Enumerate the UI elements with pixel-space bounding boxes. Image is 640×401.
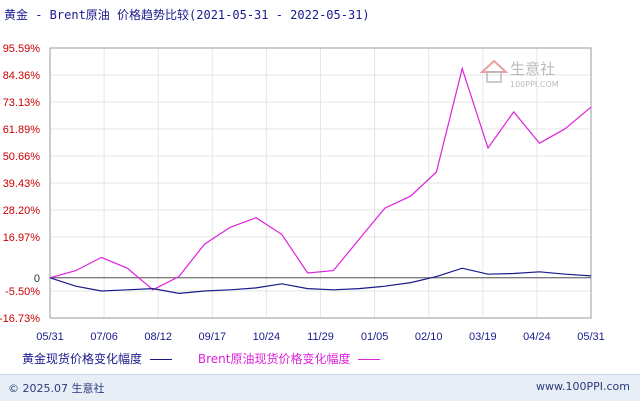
- legend-label-gold: 黄金现货价格变化幅度: [22, 352, 143, 366]
- y-axis-ticks: 95.59% 84.36% 73.13% 61.89% 50.66% 39.43% 28.2…: [0, 43, 40, 325]
- x-tick-label: 11/29: [307, 331, 334, 343]
- series-line-brent: [49, 66, 592, 291]
- y-tick-label: 39.43%: [3, 178, 41, 190]
- y-tick-label: -16.73%: [0, 313, 40, 325]
- house-logo-icon: 生意社 100PPI.COM: [479, 59, 559, 89]
- line-chart: 95.59% 84.36% 73.13% 61.89% 50.66% 39.43% 28.2…: [0, 43, 605, 343]
- x-tick-label: 10/24: [253, 331, 281, 343]
- footer-bar: © 2025.07 生意社 www.100PPI.com: [0, 374, 640, 401]
- y-tick-label: 61.89%: [3, 124, 41, 136]
- legend-swatch-gold: [150, 359, 173, 360]
- y-tick-label: 84.36%: [3, 70, 41, 82]
- watermark-name: 生意社: [510, 60, 555, 78]
- y-tick-label: 0: [34, 273, 40, 285]
- chart-legend: 黄金现货价格变化幅度 Brent原油现货价格变化幅度: [22, 350, 402, 367]
- series-line-gold: [49, 267, 592, 295]
- y-tick-label: 50.66%: [3, 151, 41, 163]
- watermark-url: 100PPI.COM: [510, 80, 559, 89]
- y-tick-label: 95.59%: [3, 43, 41, 55]
- x-tick-label: 04/24: [523, 331, 551, 343]
- y-tick-label: 16.97%: [3, 232, 41, 244]
- legend-swatch-brent: [358, 359, 381, 360]
- x-tick-label: 07/06: [90, 331, 118, 343]
- legend-item-gold: 黄金现货价格变化幅度: [22, 350, 173, 367]
- x-tick-label: 03/19: [469, 331, 497, 343]
- y-tick-label: 28.20%: [3, 205, 41, 217]
- legend-item-brent: Brent原油现货价格变化幅度: [198, 350, 381, 367]
- y-tick-label: -5.50%: [5, 286, 40, 298]
- legend-label-brent: Brent原油现货价格变化幅度: [197, 352, 351, 366]
- x-axis-ticks: 05/31 07/06 08/12 09/17 10/24 11/29 01/05 02/10…: [36, 331, 605, 343]
- x-tick-label: 08/12: [144, 331, 172, 343]
- x-tick-label: 05/31: [577, 331, 605, 343]
- x-tick-label: 02/10: [415, 331, 443, 343]
- watermark-logo: 生意社 100PPI.COM: [479, 56, 580, 94]
- y-tick-label: 73.13%: [3, 97, 41, 109]
- plot-frame: [49, 47, 592, 319]
- x-tick-label: 09/17: [199, 331, 227, 343]
- chart-title: 黄金 - Brent原油 价格趋势比较(2021-05-31 - 2022-05…: [4, 8, 370, 22]
- footer-site-link[interactable]: www.100PPI.com: [536, 380, 630, 393]
- x-tick-label: 01/05: [361, 331, 389, 343]
- footer-copyright: © 2025.07 生意社: [8, 382, 105, 395]
- x-tick-label: 05/31: [36, 331, 64, 343]
